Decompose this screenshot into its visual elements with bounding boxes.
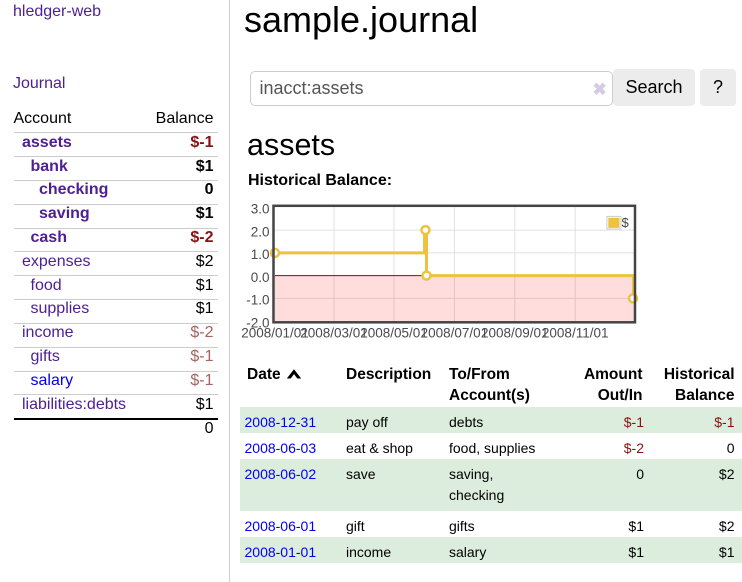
svg-text:0.0: 0.0 <box>251 270 270 285</box>
svg-text:2008/05/01: 2008/05/01 <box>360 326 428 341</box>
svg-text:$: $ <box>622 215 630 230</box>
svg-text:3.0: 3.0 <box>251 202 270 217</box>
svg-text:2008/03/01: 2008/03/01 <box>300 326 368 341</box>
svg-text:1.0: 1.0 <box>251 247 270 262</box>
svg-text:2008/11/01: 2008/11/01 <box>542 326 609 341</box>
svg-text:-1.0: -1.0 <box>246 293 269 308</box>
svg-text:-2.0: -2.0 <box>246 315 269 330</box>
svg-text:2008/09/01: 2008/09/01 <box>481 326 549 341</box>
svg-text:2008/07/01: 2008/07/01 <box>421 326 489 341</box>
svg-text:2.0: 2.0 <box>251 224 270 239</box>
svg-text:2008/01/01: 2008/01/01 <box>241 326 309 341</box>
